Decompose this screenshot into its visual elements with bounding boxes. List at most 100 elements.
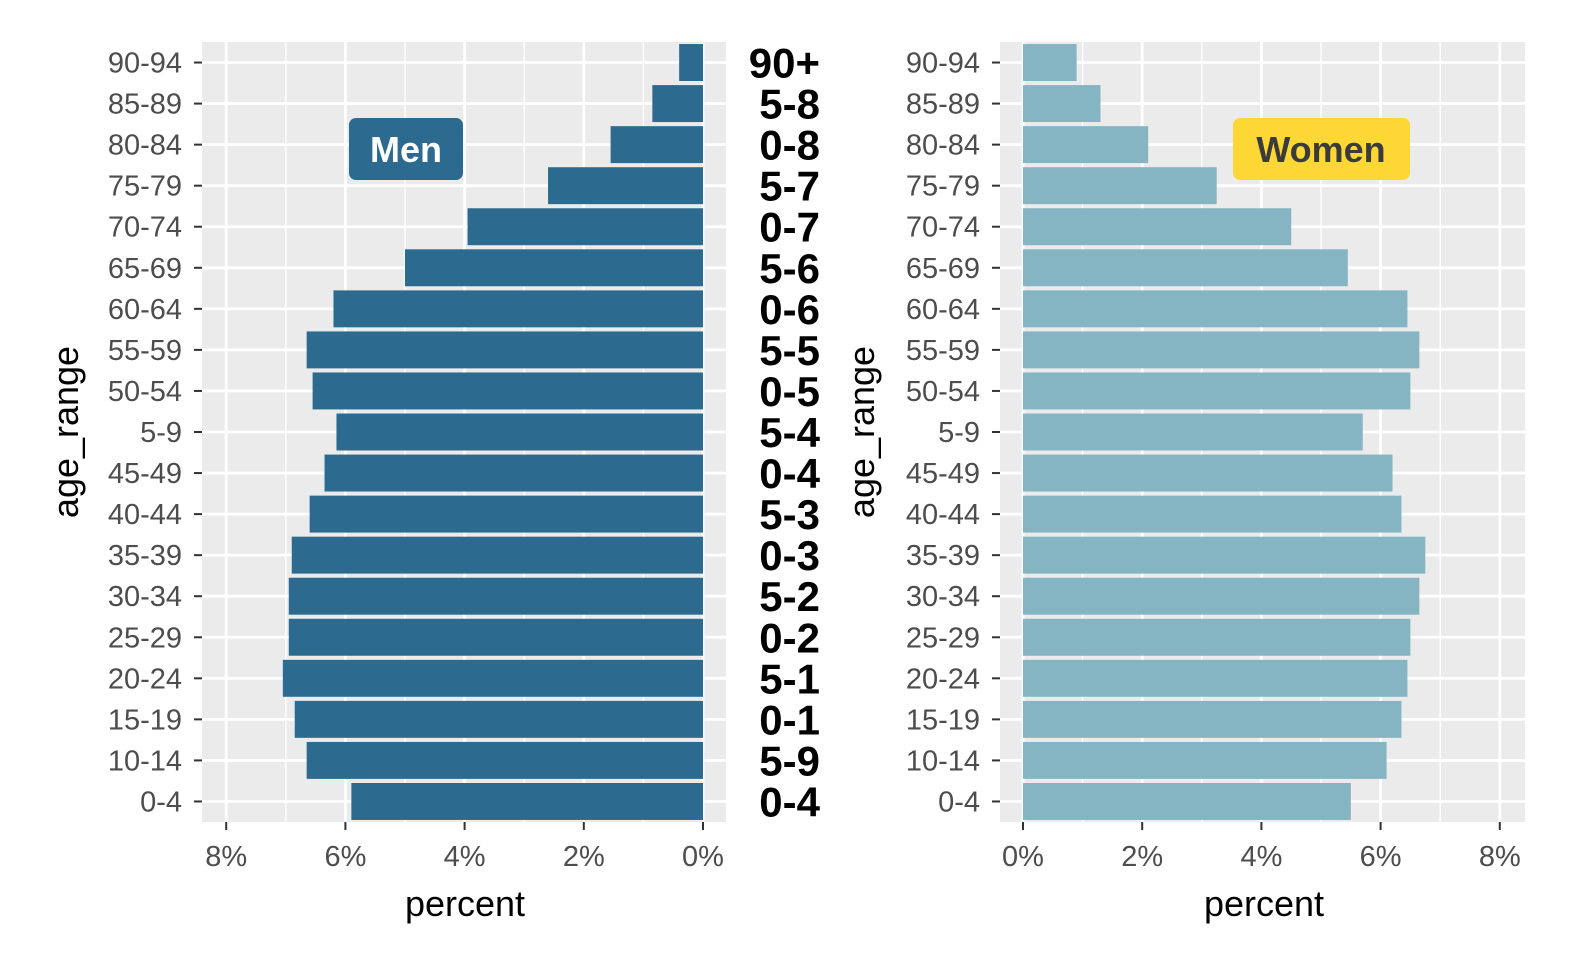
women-y-tick-label: 30-34 xyxy=(906,581,980,613)
women-y-tick-label: 60-64 xyxy=(906,294,980,326)
women-bar-25-29 xyxy=(1023,618,1411,656)
middle-age-label: 5-9 xyxy=(759,737,820,784)
women-bar-15-19 xyxy=(1023,700,1402,738)
women-xlabel: percent xyxy=(1204,883,1324,924)
middle-age-labels: 0-45-90-15-10-25-20-35-30-45-40-55-50-65… xyxy=(749,40,821,826)
women-ylabel: age_range xyxy=(841,346,882,518)
men-x-tick-label: 8% xyxy=(205,841,247,873)
women-y-tick-label: 40-44 xyxy=(906,499,980,531)
middle-age-label: 5-4 xyxy=(759,409,820,456)
middle-age-label: 0-3 xyxy=(759,532,820,579)
women-y-tick-label: 70-74 xyxy=(906,212,980,244)
men-bar-85-89 xyxy=(652,85,703,123)
middle-age-label: 90+ xyxy=(749,40,820,87)
men-y-tick-label: 70-74 xyxy=(108,212,182,244)
women-bar-80-84 xyxy=(1023,126,1149,164)
women-y-tick-label: 25-29 xyxy=(906,622,980,654)
middle-age-label: 0-4 xyxy=(759,778,820,825)
men-bar-65-69 xyxy=(405,249,703,287)
men-bar-35-39 xyxy=(291,536,703,574)
men-bar-15-19 xyxy=(294,700,703,738)
men-bar-50-54 xyxy=(312,372,703,410)
women-bar-35-39 xyxy=(1023,536,1426,574)
men-y-tick-label: 25-29 xyxy=(108,622,182,654)
women-bar-65-69 xyxy=(1023,249,1348,287)
men-x-tick-label: 4% xyxy=(444,841,486,873)
women-y-tick-label: 75-79 xyxy=(906,171,980,203)
women-y-tick-label: 50-54 xyxy=(906,376,980,408)
men-x-tick-label: 2% xyxy=(563,841,605,873)
women-badge-label: Women xyxy=(1256,129,1385,170)
men-x-tick-label: 6% xyxy=(324,841,366,873)
middle-age-label: 0-2 xyxy=(759,614,820,661)
middle-age-label: 5-5 xyxy=(759,327,820,374)
men-y-tick-label: 80-84 xyxy=(108,130,182,162)
middle-age-label: 0-5 xyxy=(759,368,820,415)
women-panel: 0-4 10-14 15-19 20-24 25-29 30-34 35-39 40-44 45… xyxy=(906,42,1525,873)
middle-age-label: 0-1 xyxy=(759,696,820,743)
men-bar-75-79 xyxy=(548,167,703,205)
women-x-tick-label: 6% xyxy=(1360,841,1402,873)
men-bar-45-49 xyxy=(324,454,703,492)
men-y-tick-label: 30-34 xyxy=(108,581,182,613)
women-bar-85-89 xyxy=(1023,85,1101,123)
men-y-tick-label: 35-39 xyxy=(108,540,182,572)
middle-age-label: 0-8 xyxy=(759,122,820,169)
men-y-tick-label: 55-59 xyxy=(108,335,182,367)
men-y-tick-label: 45-49 xyxy=(108,458,182,490)
men-y-tick-label: 5-9 xyxy=(140,417,182,449)
women-bar-90-94 xyxy=(1023,44,1077,81)
middle-age-label: 5-1 xyxy=(759,655,820,702)
women-y-tick-label: 80-84 xyxy=(906,130,980,162)
women-badge: Women xyxy=(1233,118,1410,180)
women-bar-70-74 xyxy=(1023,208,1292,246)
women-y-tick-label: 45-49 xyxy=(906,458,980,490)
men-y-tick-label: 10-14 xyxy=(108,745,182,777)
women-y-tick-label: 55-59 xyxy=(906,335,980,367)
women-y-tick-label: 15-19 xyxy=(906,704,980,736)
men-bar-70-74 xyxy=(467,208,703,246)
middle-age-label: 5-7 xyxy=(759,163,820,210)
women-y-tick-label: 35-39 xyxy=(906,540,980,572)
men-bar-55-59 xyxy=(306,331,703,369)
women-bar-40-44 xyxy=(1023,495,1402,533)
men-bar-25-29 xyxy=(288,618,703,656)
men-y-tick-label: 85-89 xyxy=(108,89,182,121)
men-badge-label: Men xyxy=(370,129,442,170)
men-y-tick-label: 90-94 xyxy=(108,48,182,80)
middle-age-label: 0-4 xyxy=(759,450,820,497)
middle-age-label: 0-6 xyxy=(759,286,820,333)
men-x-tick-label: 0% xyxy=(682,841,724,873)
men-bar-60-64 xyxy=(333,290,703,328)
men-ylabel: age_range xyxy=(45,346,86,518)
men-y-tick-label: 20-24 xyxy=(108,663,182,695)
middle-age-label: 0-7 xyxy=(759,204,820,251)
men-y-tick-label: 75-79 xyxy=(108,171,182,203)
women-y-tick-label: 90-94 xyxy=(906,48,980,80)
men-y-tick-label: 0-4 xyxy=(140,786,182,818)
women-bar-75-79 xyxy=(1023,167,1217,205)
women-bar-55-59 xyxy=(1023,331,1420,369)
men-panel: 0-4 10-14 15-19 20-24 25-29 30-34 35-39 40-44 45… xyxy=(108,42,726,873)
men-y-tick-label: 60-64 xyxy=(108,294,182,326)
women-y-tick-label: 0-4 xyxy=(938,786,980,818)
women-x-tick-label: 8% xyxy=(1479,841,1521,873)
men-bar-5-9 xyxy=(336,413,703,451)
women-bar-50-54 xyxy=(1023,372,1411,410)
men-y-tick-label: 65-69 xyxy=(108,253,182,285)
women-y-tick-label: 5-9 xyxy=(938,417,980,449)
men-bar-30-34 xyxy=(288,577,703,615)
women-x-tick-label: 0% xyxy=(1002,841,1044,873)
women-bar-10-14 xyxy=(1023,741,1387,779)
women-x-tick-label: 2% xyxy=(1121,841,1163,873)
middle-age-label: 5-3 xyxy=(759,491,820,538)
middle-age-label: 5-6 xyxy=(759,245,820,292)
middle-age-label: 5-8 xyxy=(759,81,820,128)
women-y-tick-label: 65-69 xyxy=(906,253,980,285)
men-bar-80-84 xyxy=(610,126,703,164)
men-bar-20-24 xyxy=(282,659,703,697)
women-y-tick-label: 85-89 xyxy=(906,89,980,121)
men-y-tick-label: 50-54 xyxy=(108,376,182,408)
women-bar-45-49 xyxy=(1023,454,1393,492)
